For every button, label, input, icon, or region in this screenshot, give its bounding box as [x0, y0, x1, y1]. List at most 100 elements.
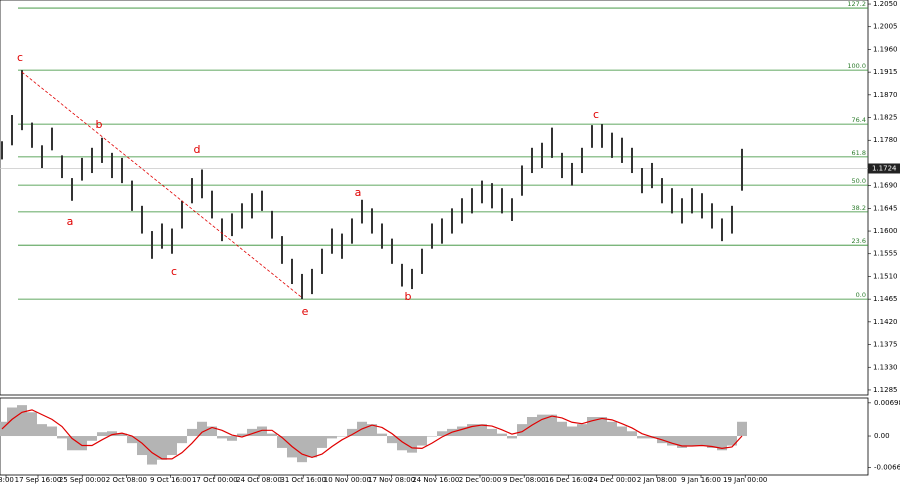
- y-tick-label: 1.2050: [873, 0, 898, 8]
- histogram-bar: [467, 424, 477, 437]
- histogram-bar: [227, 436, 237, 441]
- histogram-bar: [377, 433, 387, 437]
- histogram-bar: [637, 436, 647, 439]
- histogram-bar: [217, 436, 227, 439]
- histogram-bar: [17, 405, 27, 437]
- y2-tick-label: 0.00698: [874, 399, 900, 407]
- histogram-bar: [457, 426, 467, 437]
- histogram-bar: [527, 417, 537, 437]
- wave-label: b: [96, 118, 103, 131]
- histogram-bar: [297, 436, 307, 463]
- histogram-bar: [437, 431, 447, 437]
- histogram-bar: [687, 436, 697, 446]
- histogram-bar: [47, 426, 57, 437]
- x-tick-label: 8:00: [0, 476, 14, 484]
- histogram-bar: [717, 436, 727, 451]
- histogram-bar: [7, 407, 17, 437]
- histogram-bar: [207, 426, 217, 437]
- histogram-bar: [337, 436, 347, 437]
- histogram-bar: [577, 424, 587, 437]
- histogram-bar: [67, 436, 77, 451]
- wave-label: c: [171, 265, 177, 278]
- x-tick-label: 19 Jan 00:00: [723, 476, 767, 484]
- x-tick-label: 2 Jan 08:00: [637, 476, 677, 484]
- last-price-box: [868, 163, 900, 174]
- x-tick-label: 24 Dec 00:00: [589, 476, 636, 484]
- histogram-bar: [587, 417, 597, 437]
- histogram-bar: [57, 436, 67, 439]
- histogram-bar: [677, 436, 687, 448]
- main-panel: [0, 0, 869, 396]
- x-tick-label: 17 Oct 00:00: [192, 476, 238, 484]
- histogram-bar: [697, 436, 707, 446]
- histogram-bar: [77, 436, 87, 451]
- y-tick-label: 1.1780: [873, 136, 898, 144]
- histogram-bar: [137, 436, 147, 456]
- signal-line: [1, 409, 743, 460]
- histogram-bar: [197, 421, 207, 437]
- wave-label: d: [194, 143, 201, 156]
- y-tick-label: 1.1330: [873, 363, 898, 371]
- y-tick-label: 1.1285: [873, 386, 898, 394]
- histogram-bar: [417, 436, 427, 446]
- x-tick-label: 2 Oct 08:00: [106, 476, 147, 484]
- y-tick-label: 1.1375: [873, 341, 898, 349]
- histogram-bar: [37, 424, 47, 437]
- histogram-bar: [187, 428, 197, 437]
- histogram-bar: [477, 424, 487, 437]
- y2-tick-label: 0.00: [874, 432, 890, 440]
- histogram-bar: [387, 436, 397, 444]
- histogram-bar: [107, 431, 117, 437]
- fib-level-label: 50.0: [852, 177, 866, 185]
- y-tick-label: 1.1870: [873, 91, 898, 99]
- y-tick-label: 1.1555: [873, 250, 898, 258]
- wave-label: a: [67, 215, 74, 228]
- histogram-bar: [547, 414, 557, 437]
- histogram-bar: [707, 436, 717, 448]
- histogram-bar: [617, 426, 627, 437]
- fib-level-label: 23.6: [852, 237, 866, 245]
- x-tick-label: 9 Oct 16:00: [150, 476, 191, 484]
- histogram-bar: [727, 436, 737, 446]
- histogram-bar: [667, 436, 677, 446]
- histogram-bar: [27, 412, 37, 437]
- y-tick-label: 1.1825: [873, 114, 898, 122]
- x-tick-label: 17 Nov 08:00: [368, 476, 415, 484]
- x-tick-label: 10 Nov 00:00: [324, 476, 371, 484]
- histogram-bar: [507, 436, 517, 439]
- y-tick-label: 1.1510: [873, 272, 898, 280]
- x-tick-label: 16 Dec 16:00: [545, 476, 592, 484]
- wave-label: e: [302, 305, 309, 318]
- histogram-bar: [247, 428, 257, 437]
- y-tick-label: 1.1915: [873, 68, 898, 76]
- x-tick-label: 24 Oct 08:00: [236, 476, 282, 484]
- histogram-bar: [317, 436, 327, 448]
- fib-level-label: 127.2: [847, 0, 866, 8]
- histogram-bar: [117, 433, 127, 437]
- histogram-bar: [177, 436, 187, 444]
- histogram-bar: [127, 436, 137, 444]
- wave-label: c: [17, 51, 23, 64]
- fib-level-label: 61.8: [852, 149, 866, 157]
- wave-label: a: [355, 186, 362, 199]
- histogram-bar: [397, 436, 407, 451]
- histogram-bar: [257, 426, 267, 437]
- histogram-bar: [0, 421, 7, 437]
- histogram-bar: [87, 436, 97, 441]
- x-tick-label: 17 Sep 16:00: [15, 476, 62, 484]
- histogram-bar: [737, 421, 747, 437]
- histogram-bar: [487, 428, 497, 437]
- histogram-bar: [367, 424, 377, 437]
- histogram-bar: [427, 436, 437, 437]
- histogram-bar: [597, 417, 607, 437]
- histogram-bar: [277, 436, 287, 448]
- x-tick-label: 2 Dec 00:00: [459, 476, 502, 484]
- histogram-bar: [167, 436, 177, 456]
- histogram-bar: [307, 436, 317, 458]
- y-tick-label: 1.1690: [873, 182, 898, 190]
- histogram-bar: [607, 421, 617, 437]
- histogram-bar: [497, 433, 507, 437]
- wave-label: b: [405, 290, 412, 303]
